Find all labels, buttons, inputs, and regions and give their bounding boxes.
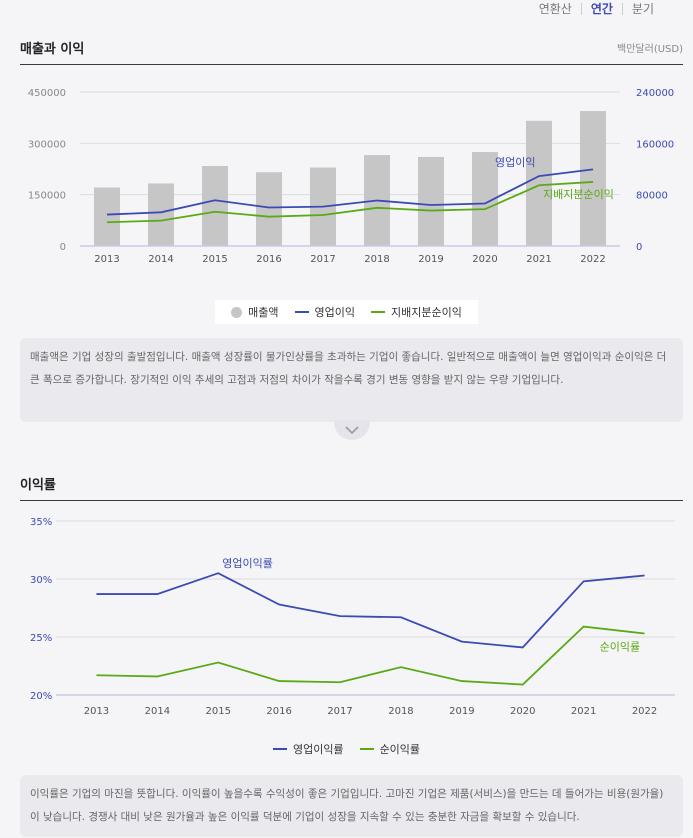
legend-item-net-margin[interactable]: 순이익률	[359, 741, 421, 757]
x-tick-label: 2018	[388, 706, 413, 717]
chevron-down-icon	[345, 426, 359, 435]
legend-label-net-margin: 순이익률	[379, 743, 421, 756]
margin-chart-legend: 영업이익률 순이익률	[0, 737, 693, 761]
net-income-annotation: 지배지분순이익	[543, 188, 614, 201]
revenue-section-title: 매출과 이익	[20, 42, 85, 57]
revenue-bar	[256, 172, 282, 246]
net-income-line	[106, 181, 594, 224]
x-tick-label: 2022	[580, 254, 605, 265]
legend-label-revenue: 매출액	[248, 306, 279, 319]
margin-description: 이익률은 기업의 마진을 뜻합니다. 이익률이 높을수록 수익성이 좋은 기업입…	[20, 775, 683, 837]
net-margin-line	[96, 625, 645, 686]
x-tick-label: 2021	[571, 706, 596, 717]
y-tick-label: 35%	[30, 517, 52, 528]
operating-margin-annotation: 영업이익률	[222, 557, 273, 570]
revenue-bar	[418, 156, 444, 246]
x-tick-label: 2018	[364, 254, 389, 265]
x-tick-label: 2013	[84, 706, 109, 717]
tab-annual[interactable]: 연간	[590, 2, 613, 16]
operating-profit-annotation: 영업이익	[495, 156, 535, 169]
revenue-bar	[202, 166, 228, 246]
legend-item-net-income[interactable]: 지배지분순이익	[371, 304, 462, 320]
legend-item-operating-profit[interactable]: 영업이익	[294, 304, 355, 320]
margin-section-title: 이익률	[20, 478, 56, 493]
x-tick-label: 2013	[94, 254, 119, 265]
revenue-bar	[148, 183, 174, 246]
legend-item-revenue[interactable]: 매출액	[231, 304, 279, 320]
revenue-profit-chart: 0 150000 300000 450000 0 80000 160000 240000 201…	[28, 88, 674, 265]
operating-profit-line	[106, 168, 594, 216]
legend-item-operating-margin[interactable]: 영업이익률	[272, 741, 344, 757]
x-tick-label: 2017	[327, 706, 352, 717]
x-tick-label: 2016	[266, 706, 291, 717]
section-divider	[20, 500, 683, 501]
operating-margin-line	[96, 572, 645, 649]
legend-label-operating-margin: 영업이익률	[292, 743, 344, 756]
margin-chart: 20% 25% 30% 35% 2013 2014 2015 2016 2017 2018 2019…	[30, 517, 675, 717]
x-tick-label: 2021	[526, 254, 551, 265]
unit-label: 백만달러(USD)	[617, 44, 683, 55]
legend-label-operating-profit: 영업이익	[314, 306, 355, 319]
legend-swatch-net-margin	[359, 748, 374, 750]
revenue-bar	[580, 111, 606, 247]
tab-separator	[621, 3, 623, 15]
y-tick-label-left: 150000	[28, 191, 66, 202]
revenue-bar	[94, 187, 120, 246]
tab-separator	[580, 3, 582, 15]
x-tick-label: 2014	[148, 254, 173, 265]
revenue-description: 매출액은 기업 성장의 출발점입니다. 매출액 성장률이 물가인상률을 초과하는…	[20, 338, 683, 422]
x-tick-label: 2014	[145, 706, 170, 717]
x-tick-label: 2020	[472, 254, 497, 265]
revenue-bar	[526, 120, 552, 246]
x-tick-label: 2022	[632, 706, 657, 717]
x-tick-label: 2020	[510, 706, 535, 717]
x-tick-label: 2015	[202, 254, 227, 265]
y-tick-label-right: 160000	[636, 139, 674, 150]
y-tick-label: 30%	[30, 575, 52, 586]
y-tick-label-right: 80000	[636, 191, 668, 202]
legend-swatch-operating-profit	[294, 311, 309, 313]
legend-swatch-revenue	[231, 306, 243, 318]
y-tick-label: 25%	[30, 633, 52, 644]
revenue-chart-legend: 매출액 영업이익 지배지분순이익	[0, 300, 693, 324]
tab-quarterly[interactable]: 분기	[631, 2, 654, 16]
expand-button[interactable]	[334, 420, 370, 440]
legend-label-net-income: 지배지분순이익	[391, 306, 462, 319]
x-tick-label: 2016	[256, 254, 281, 265]
net-margin-annotation: 순이익률	[600, 641, 640, 654]
y-tick-label-right: 240000	[636, 88, 674, 99]
y-tick-label-right: 0	[636, 242, 642, 253]
y-tick-label-left: 300000	[28, 139, 66, 150]
y-tick-label-left: 450000	[28, 88, 66, 99]
tab-annualized[interactable]: 연환산	[538, 2, 572, 16]
y-tick-label-left: 0	[60, 242, 66, 253]
legend-swatch-net-income	[371, 311, 385, 313]
x-tick-label: 2015	[206, 706, 231, 717]
x-tick-label: 2017	[310, 254, 335, 265]
legend-swatch-operating-margin	[272, 748, 287, 750]
section-divider	[20, 64, 683, 65]
x-tick-label: 2019	[449, 706, 474, 717]
period-tabs: 연환산 연간 분기	[530, 2, 663, 16]
y-tick-label: 20%	[30, 691, 52, 702]
x-tick-label: 2019	[418, 254, 443, 265]
